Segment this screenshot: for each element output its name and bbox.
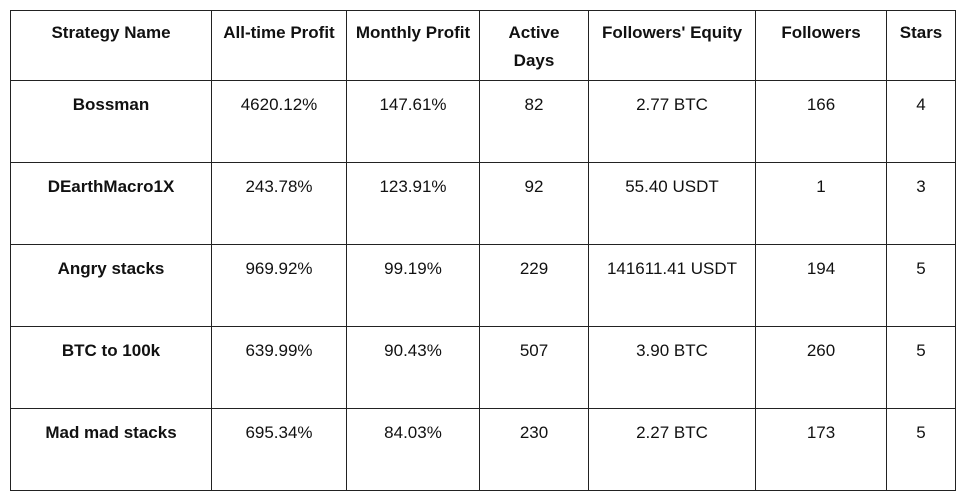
table-cell: 194 [755,244,887,327]
table-cell: 230 [479,408,589,491]
table-cell: 243.78% [211,162,347,245]
table-row: Angry stacks 969.92% 99.19% 229 141611.41 US… [10,244,956,327]
table-cell: 82 [479,80,589,163]
table-body: Bossman 4620.12% 147.61% 82 2.77 BTC 166 4 DEar… [10,80,956,491]
table-cell: 1 [755,162,887,245]
table-cell: 639.99% [211,326,347,409]
column-header: Followers' Equity [588,10,756,81]
column-header: All-time Profit [211,10,347,81]
table-cell: 229 [479,244,589,327]
table-cell: 173 [755,408,887,491]
table-cell: 5 [886,244,956,327]
table-cell: 123.91% [346,162,480,245]
column-header: Followers [755,10,887,81]
table-row: DEarthMacro1X 243.78% 123.91% 92 55.40 USDT 1… [10,162,956,245]
table-cell: 4 [886,80,956,163]
table-cell: 166 [755,80,887,163]
strategy-name: BTC to 100k [10,326,212,409]
table-cell: 84.03% [346,408,480,491]
table-cell: 2.27 BTC [588,408,756,491]
table-cell: 507 [479,326,589,409]
header-row: Strategy Name All-time Profit Monthly Prof… [10,10,956,81]
strategy-table: Strategy Name All-time Profit Monthly Prof… [10,10,956,491]
column-header: Strategy Name [10,10,212,81]
table-cell: 3 [886,162,956,245]
table-cell: 92 [479,162,589,245]
table-cell: 3.90 BTC [588,326,756,409]
table-row: Bossman 4620.12% 147.61% 82 2.77 BTC 166 4 [10,80,956,163]
table-cell: 2.77 BTC [588,80,756,163]
column-header: Monthly Profit [346,10,480,81]
table-row: BTC to 100k 639.99% 90.43% 507 3.90 BTC 260 5 [10,326,956,409]
table-cell: 99.19% [346,244,480,327]
table-cell: 5 [886,408,956,491]
strategy-name: Mad mad stacks [10,408,212,491]
column-header: Stars [886,10,956,81]
table-cell: 969.92% [211,244,347,327]
strategy-name: DEarthMacro1X [10,162,212,245]
strategy-name: Bossman [10,80,212,163]
column-header: Active Days [479,10,589,81]
table-cell: 147.61% [346,80,480,163]
strategy-name: Angry stacks [10,244,212,327]
table-cell: 260 [755,326,887,409]
table-row: Mad mad stacks 695.34% 84.03% 230 2.27 BTC 17… [10,408,956,491]
table-cell: 695.34% [211,408,347,491]
table-cell: 55.40 USDT [588,162,756,245]
table-cell: 90.43% [346,326,480,409]
table-cell: 141611.41 USDT [588,244,756,327]
table-cell: 4620.12% [211,80,347,163]
table-cell: 5 [886,326,956,409]
